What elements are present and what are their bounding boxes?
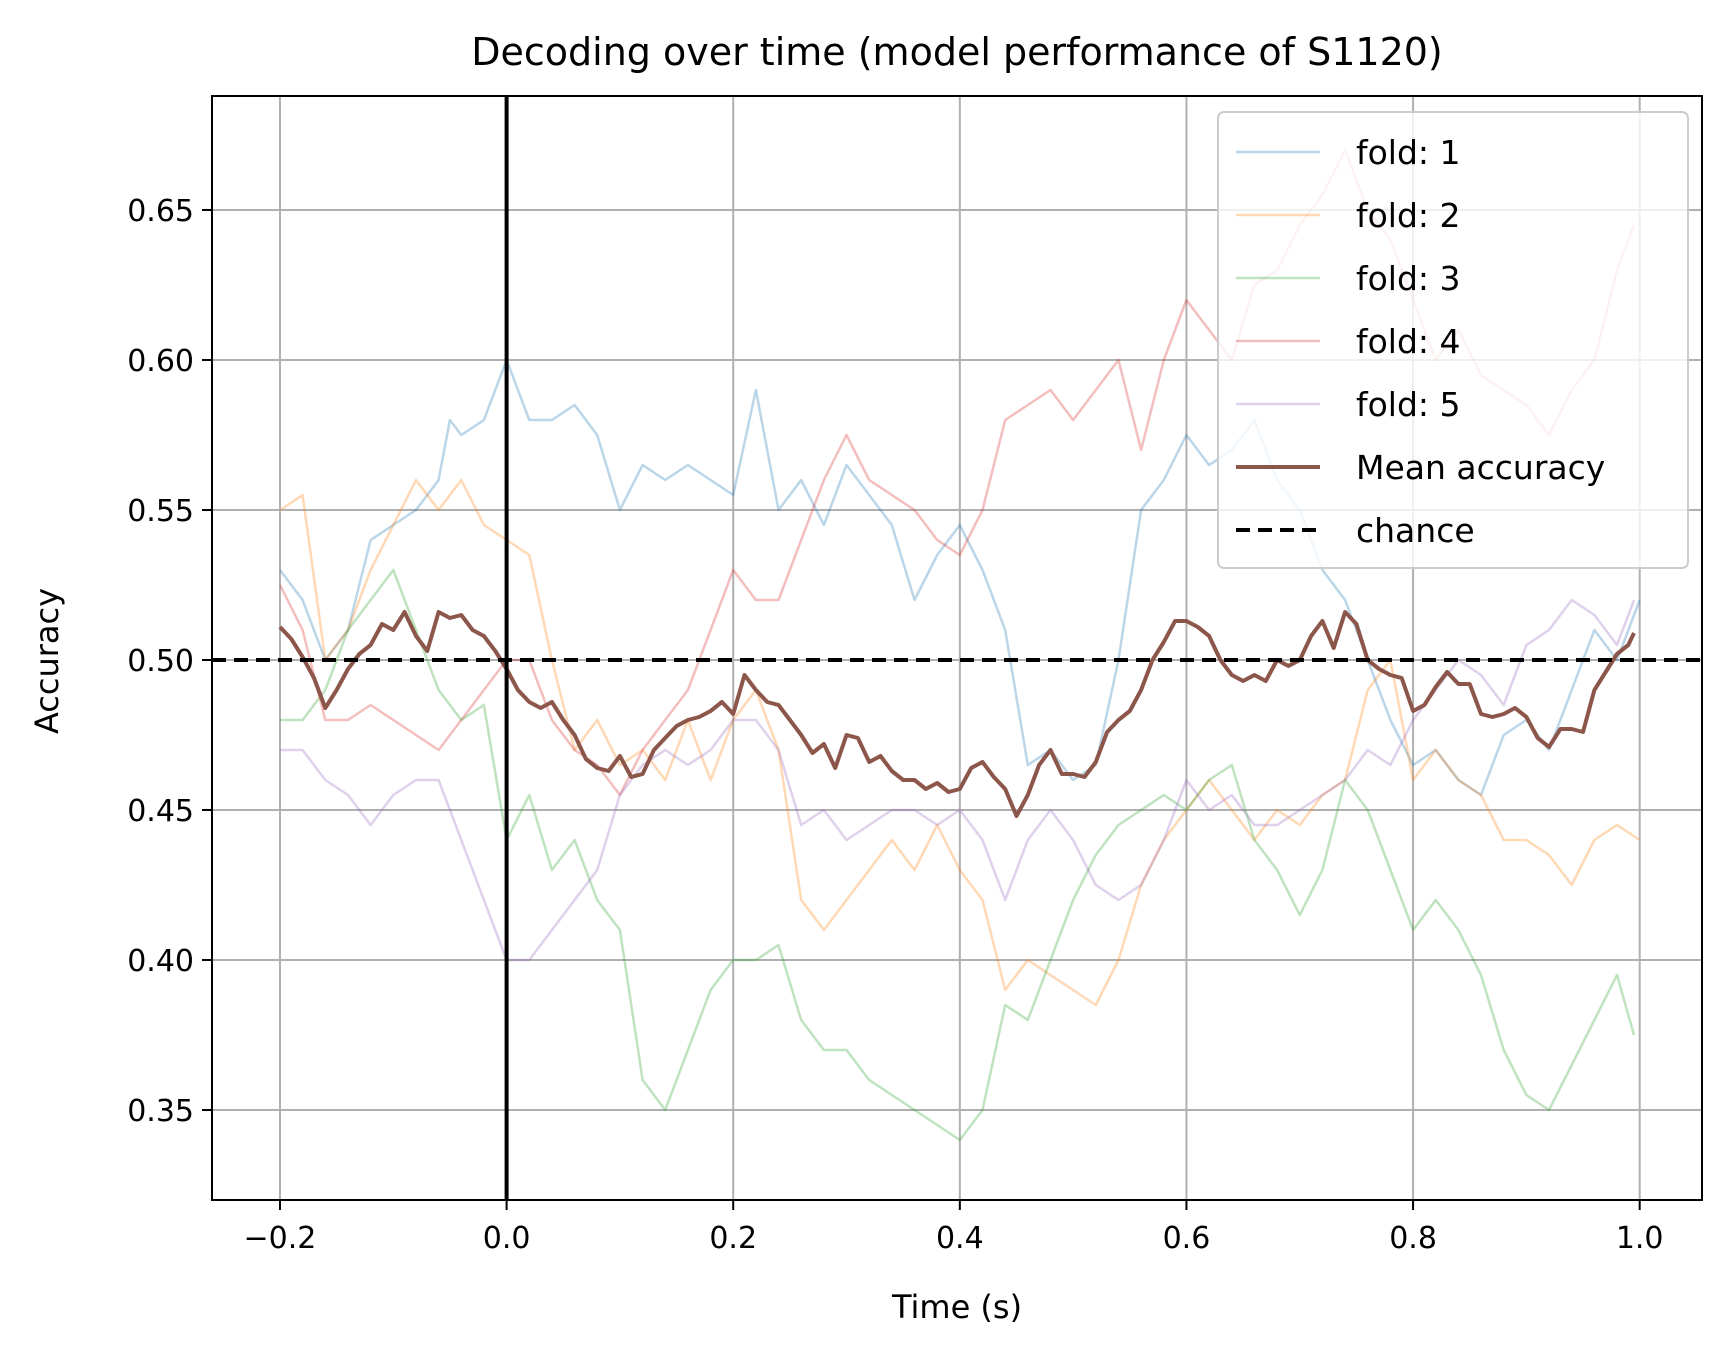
legend-label: Mean accuracy bbox=[1356, 448, 1605, 487]
y-tick-label: 0.55 bbox=[127, 494, 194, 529]
x-tick-label: 0.6 bbox=[1163, 1221, 1211, 1256]
legend-label: fold: 5 bbox=[1356, 385, 1461, 424]
axis-ticks: −0.2 0.0 0.2 0.4 0.6 0.8 1.0 0.35 0.40 0.45 0.50 0.… bbox=[127, 194, 1663, 1256]
x-tick-label: 0.4 bbox=[936, 1221, 984, 1256]
y-tick-label: 0.35 bbox=[127, 1094, 194, 1129]
fold-1-line bbox=[279, 358, 1641, 797]
legend-label: fold: 4 bbox=[1356, 322, 1461, 361]
x-tick-label: −0.2 bbox=[244, 1221, 317, 1256]
legend-label: fold: 1 bbox=[1356, 133, 1461, 172]
x-tick-label: 0.0 bbox=[483, 1221, 531, 1256]
legend-box bbox=[1217, 111, 1689, 569]
legend-label: fold: 3 bbox=[1356, 259, 1461, 298]
x-tick-label: 1.0 bbox=[1616, 1221, 1664, 1256]
legend-label: chance bbox=[1356, 511, 1475, 550]
y-tick-label: 0.65 bbox=[127, 194, 194, 229]
legend: fold: 1 fold: 2 fold: 3 fold: 4 fold: 5 Mean … bbox=[1217, 111, 1689, 569]
chart-title: Decoding over time (model performance of… bbox=[471, 30, 1443, 74]
y-tick-label: 0.45 bbox=[127, 794, 194, 829]
y-tick-label: 0.40 bbox=[127, 944, 194, 979]
legend-label: fold: 2 bbox=[1356, 196, 1461, 235]
x-axis-title: Time (s) bbox=[891, 1288, 1022, 1326]
reference-lines bbox=[212, 96, 1702, 1200]
y-axis-title: Accuracy bbox=[28, 588, 66, 734]
plot-frame bbox=[211, 95, 1703, 1201]
y-tick-label: 0.50 bbox=[127, 644, 194, 679]
x-tick-label: 0.8 bbox=[1389, 1221, 1437, 1256]
x-tick-label: 0.2 bbox=[709, 1221, 757, 1256]
y-tick-label: 0.60 bbox=[127, 344, 194, 379]
